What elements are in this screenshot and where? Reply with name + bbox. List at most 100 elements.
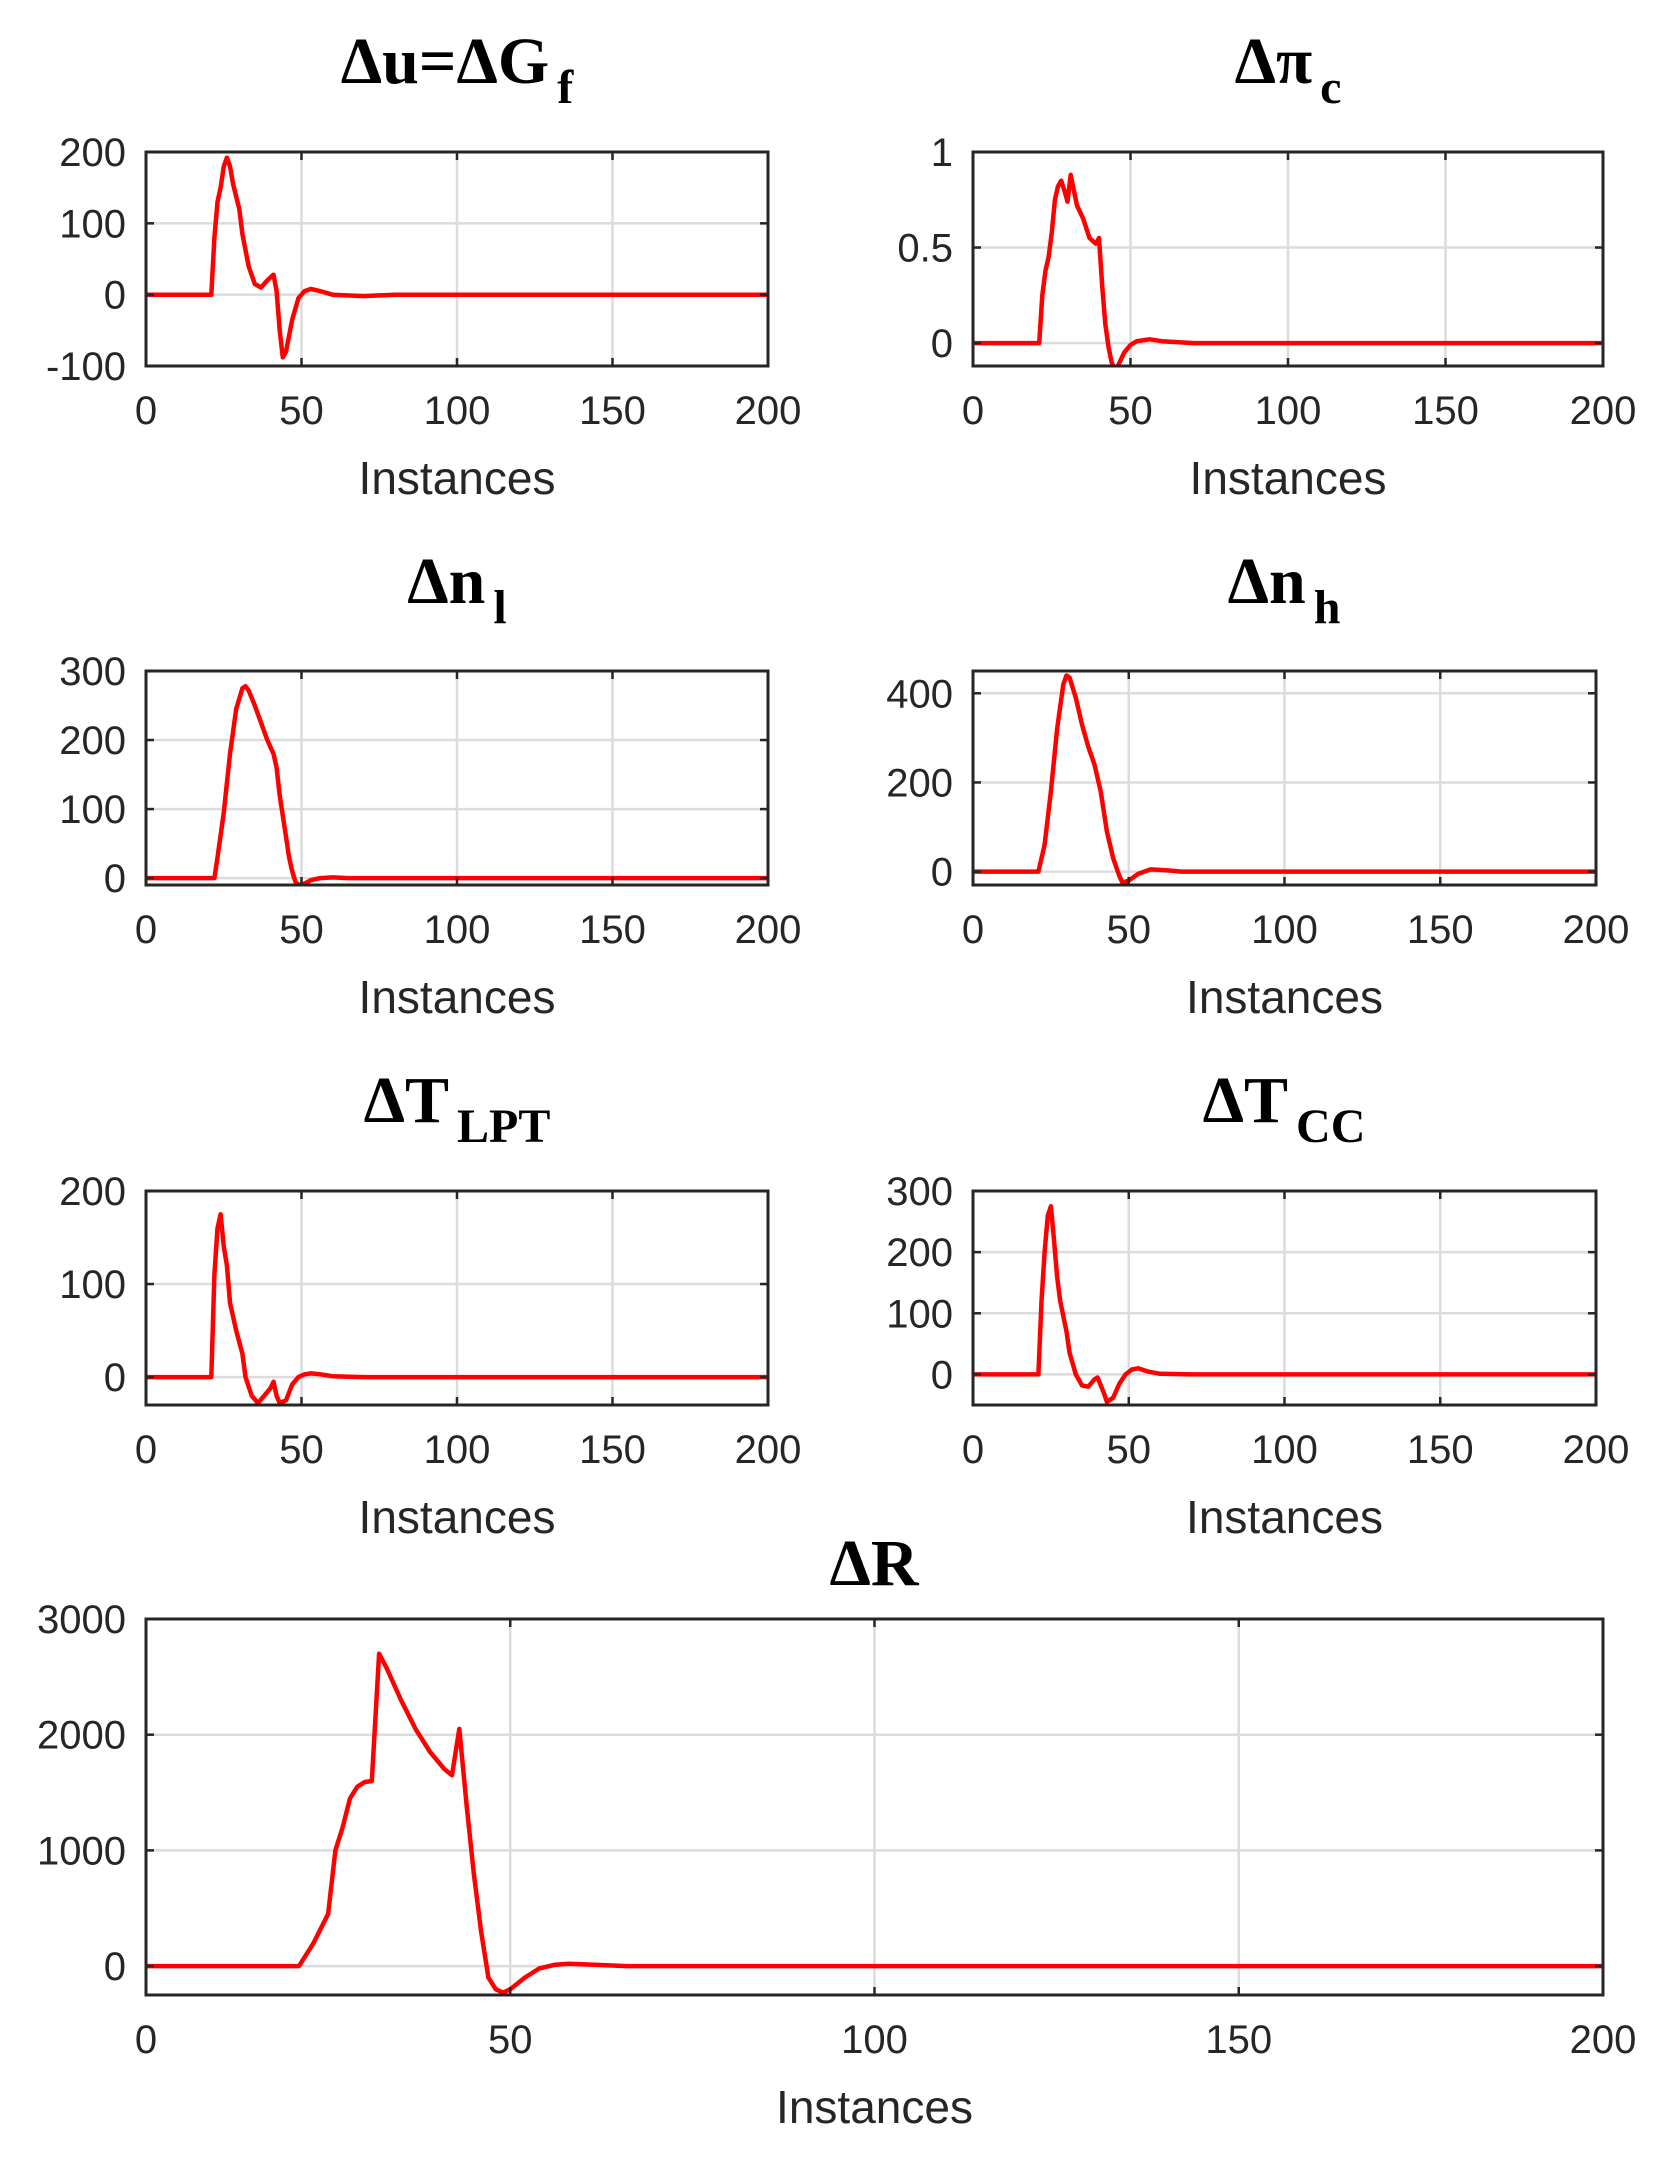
x-axis-label: Instances	[359, 1491, 556, 1543]
y-tick-label: 300	[886, 1170, 953, 1214]
x-tick-label: 50	[1107, 1428, 1152, 1472]
chart-title-subscript: CC	[1296, 1100, 1365, 1153]
chart-title-main: Δu=ΔG	[341, 25, 549, 98]
y-tick-label: 1000	[37, 1829, 126, 1873]
y-tick-label: 0	[104, 274, 126, 318]
y-tick-label: 0	[104, 1356, 126, 1400]
series-line	[146, 155, 768, 360]
y-tick-label: 200	[59, 131, 126, 175]
chart-delta-n-h: 0 50 100 150 200 0 200 400 Instances Δn h	[886, 545, 1629, 1023]
chart-title-main: ΔT	[364, 1064, 449, 1137]
chart-title: Δn l	[407, 545, 506, 634]
chart-title-subscript: h	[1314, 581, 1341, 634]
chart-title-main: ΔT	[1203, 1064, 1288, 1137]
series-line	[973, 1204, 1596, 1405]
x-tick-label: 150	[1205, 2018, 1272, 2062]
x-axis-label: Instances	[1190, 452, 1387, 504]
x-tick-label: 100	[1251, 1428, 1318, 1472]
x-tick-label: 0	[962, 389, 984, 433]
x-tick-label: 150	[579, 1428, 646, 1472]
x-tick-label: 200	[735, 389, 802, 433]
chart-title: Δn h	[1228, 545, 1341, 634]
y-tick-label: 400	[886, 672, 953, 716]
x-axis-label: Instances	[1186, 971, 1383, 1023]
series-line	[973, 673, 1596, 885]
chart-title-subscript: f	[557, 61, 574, 114]
x-tick-label: 0	[135, 389, 157, 433]
y-tick-label: 200	[886, 761, 953, 805]
x-tick-label: 150	[579, 389, 646, 433]
chart-title: ΔT LPT	[364, 1064, 551, 1153]
x-tick-label: 0	[962, 908, 984, 952]
chart-title-main: Δn	[407, 545, 485, 618]
y-tick-label: 200	[886, 1231, 953, 1275]
x-tick-label: 50	[279, 389, 324, 433]
y-tick-label: 100	[59, 202, 126, 246]
y-tick-label: 1	[931, 131, 953, 175]
x-tick-label: 100	[841, 2018, 908, 2062]
x-tick-label: 200	[1563, 908, 1630, 952]
y-tick-label: 0.5	[897, 227, 953, 271]
chart-delta-n-l: 0 50 100 150 200 0 100 200 300 Instances Δn l	[59, 545, 801, 1023]
y-tick-label: 3000	[37, 1598, 126, 1642]
chart-delta-t-lpt: 0 50 100 150 200 0 100 200 Instances ΔT LPT	[59, 1064, 801, 1543]
x-tick-label: 100	[1251, 908, 1318, 952]
x-tick-label: 100	[424, 389, 491, 433]
chart-title: ΔR	[829, 1527, 919, 1600]
y-tick-label: 0	[931, 322, 953, 366]
x-axis-label: Instances	[1186, 1491, 1383, 1543]
x-tick-label: 50	[1107, 908, 1152, 952]
y-tick-label: 200	[59, 719, 126, 763]
x-tick-label: 100	[424, 908, 491, 952]
x-tick-label: 0	[962, 1428, 984, 1472]
y-tick-label: 100	[59, 788, 126, 832]
series-line	[146, 1651, 1603, 1995]
x-tick-label: 200	[1570, 2018, 1637, 2062]
x-tick-label: 150	[1407, 1428, 1474, 1472]
y-tick-label: 0	[931, 851, 953, 895]
chart-title-main: ΔR	[829, 1527, 919, 1600]
y-tick-label: 100	[59, 1263, 126, 1307]
series-line	[973, 172, 1603, 366]
series-line	[146, 1212, 768, 1405]
x-tick-label: 50	[1108, 389, 1153, 433]
x-axis-label: Instances	[776, 2081, 973, 2133]
chart-title-main: Δn	[1228, 545, 1306, 618]
y-tick-label: 0	[104, 857, 126, 901]
chart-title: Δπ c	[1235, 25, 1342, 114]
y-tick-label: -100	[46, 345, 126, 389]
x-tick-label: 50	[488, 2018, 533, 2062]
y-tick-label: 300	[59, 650, 126, 694]
x-tick-label: 150	[1407, 908, 1474, 952]
chart-delta-t-cc: 0 50 100 150 200 0 100 200 300 Instances ΔT CC	[886, 1064, 1629, 1543]
chart-title-main: Δπ	[1235, 25, 1313, 98]
x-axis-label: Instances	[359, 452, 556, 504]
y-tick-label: 0	[104, 1945, 126, 1989]
chart-title: Δu=ΔG f	[341, 25, 574, 114]
chart-title-subscript: LPT	[457, 1100, 550, 1153]
x-tick-label: 100	[1255, 389, 1322, 433]
y-tick-label: 2000	[37, 1714, 126, 1758]
chart-title-subscript: l	[493, 581, 506, 634]
chart-title: ΔT CC	[1203, 1064, 1366, 1153]
y-tick-label: 100	[886, 1292, 953, 1336]
x-tick-label: 50	[279, 908, 324, 952]
x-tick-label: 150	[579, 908, 646, 952]
x-tick-label: 0	[135, 2018, 157, 2062]
y-tick-label: 200	[59, 1170, 126, 1214]
chart-delta-pi-c: 0 50 100 150 200 0 0.5 1 Instances Δπ c	[897, 25, 1636, 504]
x-tick-label: 200	[1563, 1428, 1630, 1472]
x-tick-label: 200	[735, 908, 802, 952]
chart-title-subscript: c	[1320, 61, 1341, 114]
series-line	[146, 683, 768, 885]
x-tick-label: 0	[135, 1428, 157, 1472]
x-tick-label: 50	[279, 1428, 324, 1472]
x-tick-label: 200	[1570, 389, 1637, 433]
x-tick-label: 200	[735, 1428, 802, 1472]
x-tick-label: 0	[135, 908, 157, 952]
x-axis-label: Instances	[359, 971, 556, 1023]
x-tick-label: 100	[424, 1428, 491, 1472]
